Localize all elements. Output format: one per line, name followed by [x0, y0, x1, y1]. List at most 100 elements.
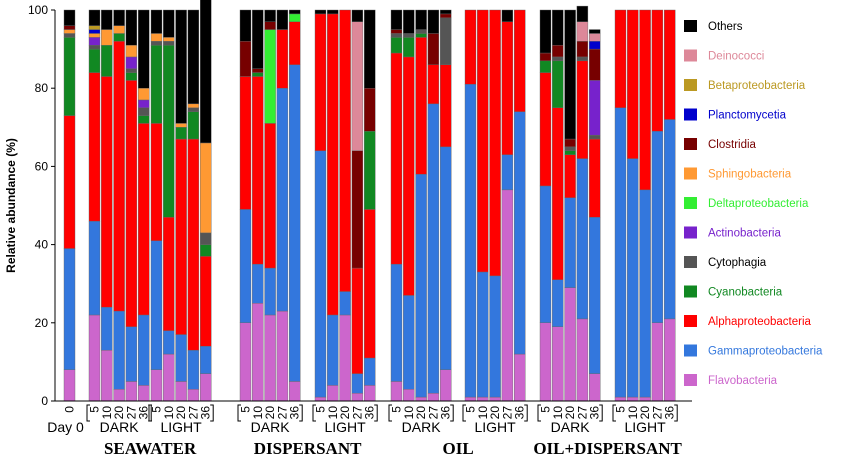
- legend-swatch: [684, 344, 697, 357]
- stacked-bar: [477, 9, 489, 402]
- legend-label: Actinobacteria: [708, 228, 781, 240]
- bar-segment: [264, 29, 276, 124]
- stacked-bar: [415, 9, 427, 402]
- x-tick-label: 27: [426, 406, 440, 420]
- x-tick-label: 5: [539, 406, 553, 413]
- bar-segment: [276, 87, 289, 312]
- x-tick-label: 36: [513, 406, 527, 420]
- bar-segment: [589, 80, 601, 136]
- bar-segment: [264, 123, 276, 269]
- legend-item: Clostridia: [684, 138, 757, 151]
- bar-segment: [539, 72, 552, 187]
- x-tick-brackets: [86, 404, 678, 422]
- bar-segment: [427, 103, 440, 394]
- legend-item: Others: [684, 20, 743, 33]
- bar-segment: [88, 72, 101, 222]
- bar-segment: [88, 9, 101, 26]
- x-tick-label: 36: [199, 406, 213, 420]
- bar-segment: [289, 9, 301, 15]
- x-tick-label: 5: [314, 406, 328, 413]
- bar-segment: [113, 389, 125, 402]
- bar-segment: [101, 306, 113, 351]
- bar-segment: [125, 68, 138, 73]
- bar-segment: [187, 107, 200, 112]
- bar-segment: [175, 334, 187, 382]
- x-tick-label: 5: [390, 406, 404, 413]
- bar-segment: [137, 123, 150, 316]
- bar-segment: [137, 385, 150, 402]
- bar-segment: [252, 76, 264, 265]
- bar-segment: [187, 138, 200, 351]
- bracket-left: [612, 404, 616, 422]
- bar-segment: [327, 385, 339, 402]
- bar-segment: [415, 33, 427, 38]
- bar-segment: [125, 9, 138, 46]
- bar-segment: [339, 314, 351, 402]
- bar-segment: [314, 9, 327, 15]
- bracket-right: [599, 404, 603, 422]
- bar-segment: [403, 295, 415, 390]
- bar-segment: [614, 9, 627, 108]
- bar-segment: [564, 146, 576, 151]
- bar-segment: [351, 21, 364, 151]
- subgroup-label: DARK: [551, 419, 591, 435]
- bar-segment: [489, 9, 501, 277]
- bar-segment: [137, 115, 150, 124]
- stacked-bar: [576, 5, 589, 402]
- stacked-bar: [403, 9, 415, 402]
- bar-segment: [150, 123, 163, 241]
- bars-layer: [63, 0, 676, 402]
- bar-segment: [351, 373, 364, 394]
- stacked-bar: [63, 9, 76, 402]
- bar-segment: [101, 349, 113, 402]
- bar-segment: [150, 369, 163, 402]
- bar-segment: [239, 76, 252, 210]
- bar-segment: [163, 44, 175, 218]
- subgroup-label: DARK: [251, 419, 291, 435]
- x-tick-label: 27: [124, 406, 138, 420]
- bracket-right: [524, 404, 528, 422]
- stacked-bar: [351, 9, 364, 402]
- bar-segment: [252, 303, 264, 402]
- bar-segment: [664, 9, 676, 120]
- stacked-bar: [589, 29, 601, 402]
- bar-segment: [614, 396, 627, 402]
- group-label: OIL+DISPERSANT: [533, 439, 682, 458]
- x-tick-label: 10: [551, 406, 565, 420]
- legend-item: Gammaproteobacteria: [684, 344, 823, 358]
- bar-segment: [576, 5, 589, 22]
- subgroup-label: LIGHT: [474, 419, 516, 435]
- bar-segment: [427, 9, 440, 34]
- legend-item: Cytophagia: [684, 256, 767, 269]
- bar-segment: [187, 103, 200, 108]
- bar-segment: [489, 275, 501, 398]
- legend-swatch: [684, 79, 697, 91]
- bar-segment: [589, 138, 601, 218]
- bar-segment: [552, 326, 564, 402]
- bar-segment: [113, 41, 125, 312]
- bar-segment: [252, 9, 264, 69]
- x-tick-label: 20: [112, 406, 126, 420]
- stacked-bar: [88, 9, 101, 402]
- bar-segment: [239, 209, 252, 324]
- bar-segment: [88, 220, 101, 316]
- bar-segment: [390, 263, 403, 382]
- bar-segment: [464, 84, 477, 398]
- y-tick-label: 0: [41, 394, 48, 408]
- bar-segment: [514, 9, 526, 112]
- x-tick-label: 27: [350, 406, 364, 420]
- bar-segment: [564, 197, 576, 288]
- bar-segment: [390, 9, 403, 30]
- bar-segment: [415, 9, 427, 30]
- bar-segment: [199, 244, 212, 257]
- legend-label: Gammaproteobacteria: [708, 346, 823, 358]
- bar-segment: [150, 41, 163, 46]
- legend-label: Alphaproteobacteria: [708, 316, 812, 328]
- bar-segment: [199, 346, 212, 374]
- bar-segment: [427, 64, 440, 105]
- bar-segment: [627, 396, 639, 402]
- bar-segment: [539, 52, 552, 62]
- legend-swatch: [684, 138, 697, 150]
- bar-segment: [264, 21, 276, 30]
